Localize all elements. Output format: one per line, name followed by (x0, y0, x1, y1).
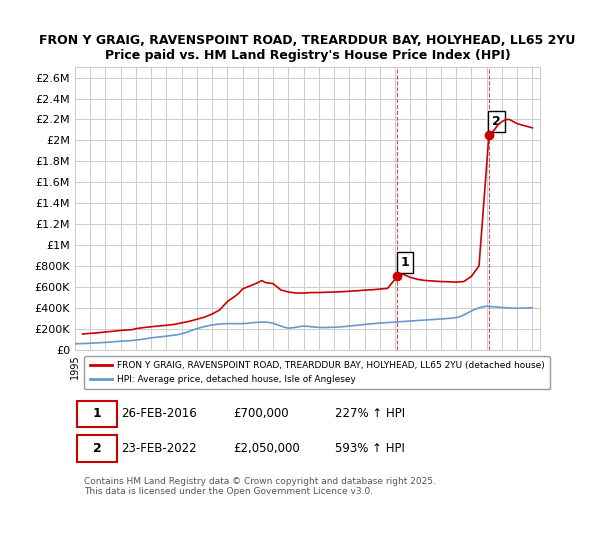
Text: 593% ↑ HPI: 593% ↑ HPI (335, 442, 405, 455)
Text: Contains HM Land Registry data © Crown copyright and database right 2025.
This d: Contains HM Land Registry data © Crown c… (84, 477, 436, 496)
Text: 23-FEB-2022: 23-FEB-2022 (121, 442, 197, 455)
Text: 26-FEB-2016: 26-FEB-2016 (121, 407, 197, 420)
FancyBboxPatch shape (77, 435, 117, 462)
Text: 1: 1 (93, 407, 101, 420)
Title: FRON Y GRAIG, RAVENSPOINT ROAD, TREARDDUR BAY, HOLYHEAD, LL65 2YU
Price paid vs.: FRON Y GRAIG, RAVENSPOINT ROAD, TREARDDU… (40, 34, 575, 62)
Text: 2: 2 (93, 442, 101, 455)
Text: 2: 2 (492, 115, 501, 128)
Text: 227% ↑ HPI: 227% ↑ HPI (335, 407, 406, 420)
Legend: FRON Y GRAIG, RAVENSPOINT ROAD, TREARDDUR BAY, HOLYHEAD, LL65 2YU (detached hous: FRON Y GRAIG, RAVENSPOINT ROAD, TREARDDU… (84, 356, 550, 389)
Text: 1: 1 (401, 256, 409, 269)
Text: £2,050,000: £2,050,000 (233, 442, 300, 455)
Text: £700,000: £700,000 (233, 407, 289, 420)
FancyBboxPatch shape (77, 401, 117, 427)
